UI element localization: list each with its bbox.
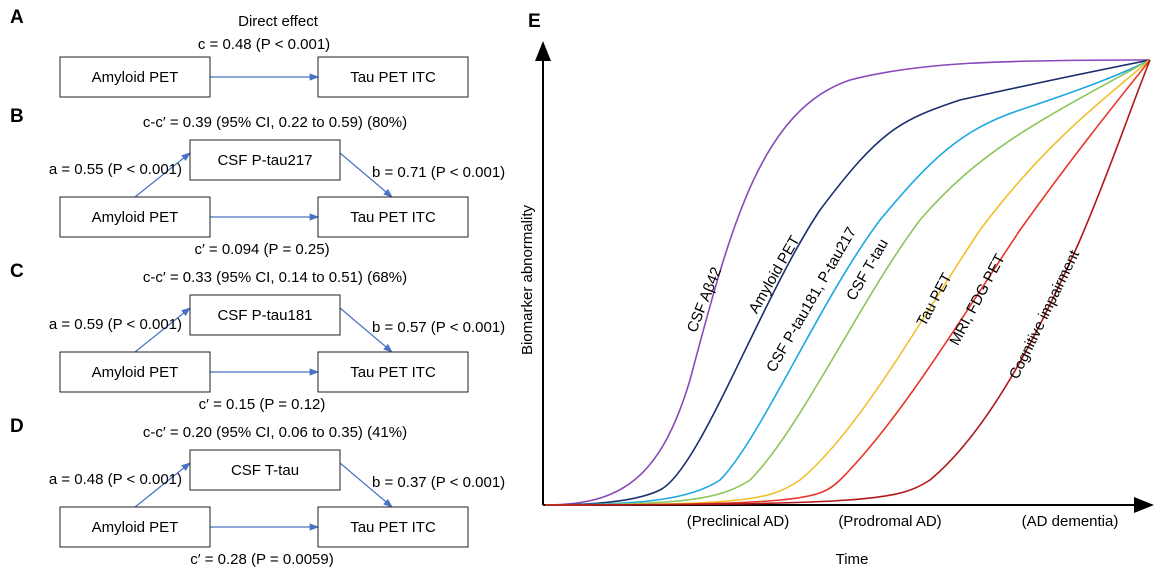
box-label: Amyloid PET [92,69,179,86]
box-label: Amyloid PET [92,519,179,536]
box [317,196,469,238]
y-label: Biomarker abnormality [519,204,536,355]
curve-label: Amyloid PET [746,233,804,317]
box [189,294,341,336]
x-label: Time [836,551,869,568]
indirect-label: c-c′ = 0.20 (95% CI, 0.06 to 0.35) (41%) [143,424,407,441]
box [317,56,469,98]
stage-label: (Preclinical AD) [687,513,790,530]
b-label: b = 0.37 (P < 0.001) [372,474,505,491]
curve [544,59,1151,506]
panel-letter: D [10,416,24,437]
b-label: b = 0.57 (P < 0.001) [372,319,505,336]
effect-label: c = 0.48 (P < 0.001) [198,36,330,53]
curve-label: Cognitive impairment [1006,247,1083,382]
curve [544,59,1151,506]
direct-label: c′ = 0.15 (P = 0.12) [199,396,326,413]
mediation-panels: A Direct effect c = 0.48 (P < 0.001) Amyloi… [10,7,505,568]
box [59,351,211,393]
arrow [339,152,393,198]
arrow [134,152,191,198]
box-label: Amyloid PET [92,209,179,226]
curve-label: Tau PET [914,270,956,329]
arrow [134,307,191,353]
curve [544,59,1151,506]
box-label: Tau PET ITC [350,519,436,536]
panel-letter: B [10,106,24,127]
a-label: a = 0.48 (P < 0.001) [49,471,182,488]
b-label: b = 0.71 (P < 0.001) [372,164,505,181]
curve [544,59,1151,506]
curve [544,59,1151,506]
box-label: Amyloid PET [92,364,179,381]
box [59,56,211,98]
box [189,449,341,491]
box-label: CSF P-tau181 [217,307,312,324]
box [189,139,341,181]
a-label: a = 0.59 (P < 0.001) [49,316,182,333]
arrow [339,307,393,353]
box-label: Tau PET ITC [350,364,436,381]
box [59,506,211,548]
arrow [134,462,191,508]
box-label: CSF T-tau [231,462,299,479]
curve-label: MRI, FDG PET [946,251,1008,348]
curve-label: CSF P-tau181, P-tau217 [763,224,860,375]
indirect-label: c-c′ = 0.39 (95% CI, 0.22 to 0.59) (80%) [143,114,407,131]
box-label: Tau PET ITC [350,69,436,86]
box [317,506,469,548]
curve [544,59,1151,506]
panel-title: Direct effect [238,13,319,30]
direct-label: c′ = 0.094 (P = 0.25) [194,241,329,258]
arrow [339,462,393,508]
box-label: Tau PET ITC [350,209,436,226]
box-label: CSF P-tau217 [217,152,312,169]
direct-label: c′ = 0.28 (P = 0.0059) [190,551,333,568]
panel-letter: E [528,11,541,32]
model-panel: E Biomarker abnormality Time (Preclinica… [519,11,1154,568]
box [317,351,469,393]
panel-letter: A [10,7,24,28]
stage-label: (AD dementia) [1022,513,1119,530]
a-label: a = 0.55 (P < 0.001) [49,161,182,178]
indirect-label: c-c′ = 0.33 (95% CI, 0.14 to 0.51) (68%) [143,269,407,286]
curve [544,59,1151,506]
box [59,196,211,238]
panel-letter: C [10,261,24,282]
stage-label: (Prodromal AD) [838,513,941,530]
